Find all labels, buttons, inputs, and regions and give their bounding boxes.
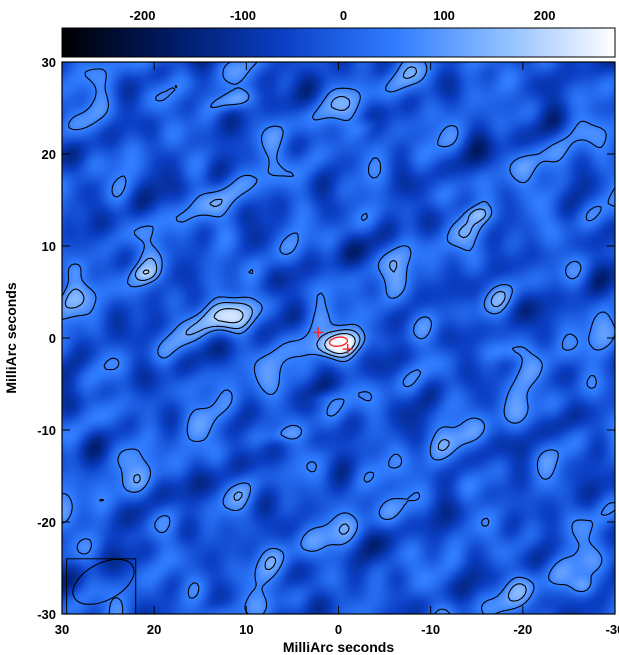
y-tick-label: 10 xyxy=(42,239,56,254)
colorbar-tick-label: 100 xyxy=(433,8,455,23)
x-tick-label: -30 xyxy=(606,622,619,637)
x-axis-tick-labels: 30 20 10 0 -10 -20 -30 xyxy=(55,622,619,637)
y-tick-label: -30 xyxy=(37,607,56,622)
y-tick-label: 20 xyxy=(42,147,56,162)
source-markers xyxy=(313,327,353,355)
colorbar-tick-label: -200 xyxy=(129,8,155,23)
y-tick-label: -10 xyxy=(37,423,56,438)
contour-level xyxy=(64,66,527,602)
x-tick-label: -10 xyxy=(421,622,440,637)
colorbar-tick-label: 0 xyxy=(340,8,347,23)
colorbar: -200 -100 0 100 200 xyxy=(61,8,616,58)
axis-ticks xyxy=(61,61,616,615)
y-axis-title: MilliArc seconds xyxy=(3,282,19,393)
source-ellipse-marker xyxy=(328,336,349,347)
contour-lines xyxy=(61,61,616,615)
y-tick-label: 30 xyxy=(42,55,56,70)
y-tick-label: -20 xyxy=(37,515,56,530)
y-tick-label: 0 xyxy=(49,331,56,346)
colorbar-gradient xyxy=(61,27,616,58)
contour-level xyxy=(61,61,616,615)
x-tick-label: 30 xyxy=(55,622,69,637)
cross-marker xyxy=(313,327,324,338)
x-axis-title: MilliArc seconds xyxy=(283,639,394,655)
intensity-map xyxy=(62,62,615,614)
y-axis-tick-labels: 30 20 10 0 -10 -20 -30 xyxy=(37,55,56,622)
x-tick-label: -20 xyxy=(513,622,532,637)
map-panel xyxy=(61,61,616,615)
colorbar-tick-label: 200 xyxy=(534,8,556,23)
beam-ellipse xyxy=(72,558,135,605)
x-tick-label: 10 xyxy=(239,622,253,637)
colorbar-tick-label: -100 xyxy=(230,8,256,23)
x-tick-label: 20 xyxy=(147,622,161,637)
cross-marker xyxy=(342,344,353,355)
x-tick-label: 0 xyxy=(335,622,342,637)
